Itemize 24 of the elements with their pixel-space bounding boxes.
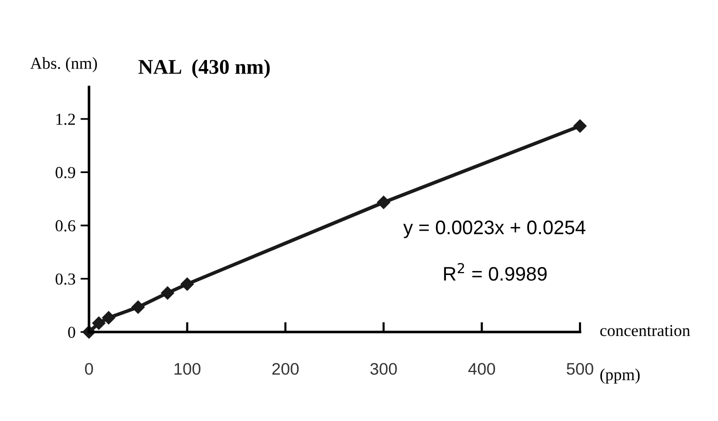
x-tick-label: 100 (174, 362, 200, 375)
x-tick-label: 400 (468, 362, 496, 375)
point (132, 300, 145, 314)
y-tick-label: 0.3 (56, 273, 76, 285)
x-tick-label: 300 (370, 362, 397, 375)
annotation: y = 0.0023x + 0.0254 (403, 220, 586, 238)
point (377, 196, 390, 209)
y-axis-title: Abs. (nm) (30, 57, 97, 72)
x2-axis-title: (ppm) (600, 368, 640, 384)
x-tick-label: 200 (272, 362, 299, 375)
point (160, 286, 174, 300)
chart-title: NAL (430 nm) (138, 59, 270, 78)
point (180, 277, 194, 291)
x-tick-label: 0 (85, 362, 93, 375)
x-axis-title: concentration (600, 324, 690, 336)
point (102, 311, 116, 324)
annotation: R$^{2}$ = 0.9989 (444, 262, 547, 281)
y-tick-label: 1.2 (56, 114, 75, 125)
point (92, 316, 106, 330)
y-tick-label: 0.6 (56, 220, 76, 232)
y-tick-label: 0 (68, 326, 76, 338)
y-tick-label: 0.9 (56, 166, 76, 178)
x-tick-label: 500 (566, 362, 594, 375)
point (573, 119, 587, 133)
